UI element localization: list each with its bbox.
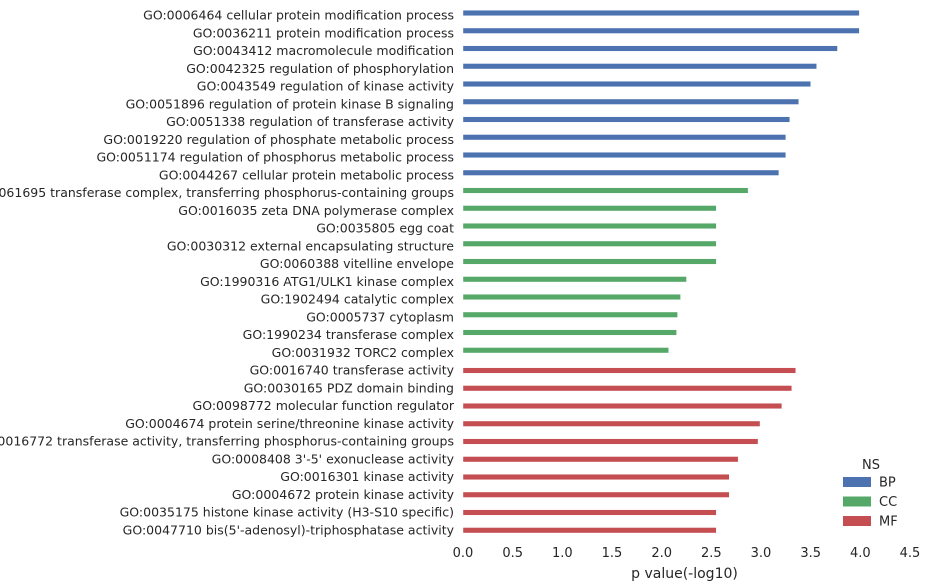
category-label: GO:1990234 transferase complex [243, 327, 454, 342]
x-tick-label: 1.0 [552, 546, 573, 561]
category-label: GO:0035805 egg coat [316, 221, 454, 236]
category-label: GO:0051896 regulation of protein kinase … [126, 96, 454, 111]
legend-swatch [843, 477, 871, 487]
bar [462, 258, 717, 265]
bar [462, 187, 749, 194]
category-label: GO:0019220 regulation of phosphate metab… [103, 132, 454, 147]
category-label: GO:1990316 ATG1/ULK1 kinase complex [200, 274, 454, 289]
bar [462, 491, 730, 498]
legend-label: CC [879, 495, 897, 510]
category-labels: GO:0006464 cellular protein modification… [0, 8, 455, 538]
bar [462, 276, 687, 283]
category-label: GO:0042325 regulation of phosphorylation [186, 61, 454, 76]
bar [462, 385, 792, 392]
category-label: GO:0005737 cytoplasm [306, 309, 454, 324]
category-label: GO:0016772 transferase activity, transfe… [0, 434, 454, 449]
category-label: GO:0030165 PDZ domain binding [244, 380, 454, 395]
bar [462, 347, 669, 354]
category-label: GO:0047710 bis(5'-adenosyl)-triphosphata… [123, 522, 455, 537]
category-label: GO:0051174 regulation of phosphorus meta… [96, 150, 454, 165]
category-label: GO:0006464 cellular protein modification… [143, 8, 454, 23]
legend-label: MF [879, 515, 898, 530]
category-label: GO:0016301 kinase activity [280, 469, 454, 484]
category-label: GO:0043549 regulation of kinase activity [197, 79, 455, 94]
category-label: GO:0044267 cellular protein metabolic pr… [159, 167, 454, 182]
bar [462, 311, 678, 318]
x-tick-label: 0.5 [502, 546, 523, 561]
bar [462, 205, 717, 212]
legend-swatch [843, 516, 871, 526]
category-label: GO:0031932 TORC2 complex [272, 345, 454, 360]
category-label: GO:0098772 molecular function regulator [193, 398, 455, 413]
bar [462, 98, 799, 105]
bar [462, 169, 780, 176]
bar [462, 329, 677, 336]
bar [462, 509, 717, 516]
x-tick-label: 4.5 [900, 546, 921, 561]
bar [462, 294, 681, 300]
category-label: GO:1902494 catalytic complex [261, 292, 454, 307]
legend-label: BP [879, 476, 896, 491]
x-axis-title: p value(-log10) [631, 566, 738, 582]
bar [462, 456, 739, 463]
category-label: GO:0030312 external encapsulating struct… [167, 238, 454, 253]
legend-swatch [843, 496, 871, 507]
category-label: GO:0004672 protein kinase activity [232, 487, 455, 502]
bar [462, 10, 860, 16]
legend: NS BP CC MF [843, 458, 898, 530]
bar [462, 152, 787, 158]
x-tick-label: 2.5 [701, 546, 722, 561]
bar [462, 527, 717, 534]
legend-title: NS [862, 458, 880, 473]
x-tick-label: 3.0 [751, 546, 772, 561]
category-label: GO:0060388 vitelline envelope [260, 256, 454, 271]
category-label: GO:0061695 transferase complex, transfer… [0, 185, 454, 200]
category-label: GO:0036211 protein modification process [193, 25, 454, 40]
bar [462, 27, 860, 34]
bar [462, 81, 811, 87]
bar [462, 403, 783, 409]
x-tick-label: 4.0 [850, 546, 871, 561]
bar [462, 474, 730, 480]
bar [462, 240, 717, 247]
category-label: GO:0016740 transferase activity [250, 363, 455, 378]
x-tick-label: 3.5 [800, 546, 821, 561]
x-axis: 0.0 0.5 1.0 1.5 2.0 2.5 3.0 3.5 4.0 4.5 [453, 546, 921, 561]
bar [462, 367, 796, 374]
category-label: GO:0004674 protein serine/threonine kina… [125, 416, 454, 431]
category-label: GO:0016035 zeta DNA polymerase complex [178, 203, 454, 218]
bar [462, 45, 838, 52]
bars-layer [462, 10, 860, 534]
x-tick-label: 1.5 [602, 546, 623, 561]
bar [462, 223, 717, 229]
bar [462, 438, 759, 445]
bar [462, 420, 761, 427]
x-tick-label: 0.0 [453, 546, 474, 561]
category-label: GO:0008408 3'-5' exonuclease activity [212, 451, 455, 466]
x-tick-label: 2.0 [651, 546, 672, 561]
category-label: GO:0051338 regulation of transferase act… [166, 114, 455, 129]
bar [462, 63, 817, 70]
bar [462, 116, 791, 123]
bar [462, 134, 787, 141]
category-label: GO:0035175 histone kinase activity (H3-S… [120, 505, 454, 520]
category-label: GO:0043412 macromolecule modification [193, 43, 454, 58]
